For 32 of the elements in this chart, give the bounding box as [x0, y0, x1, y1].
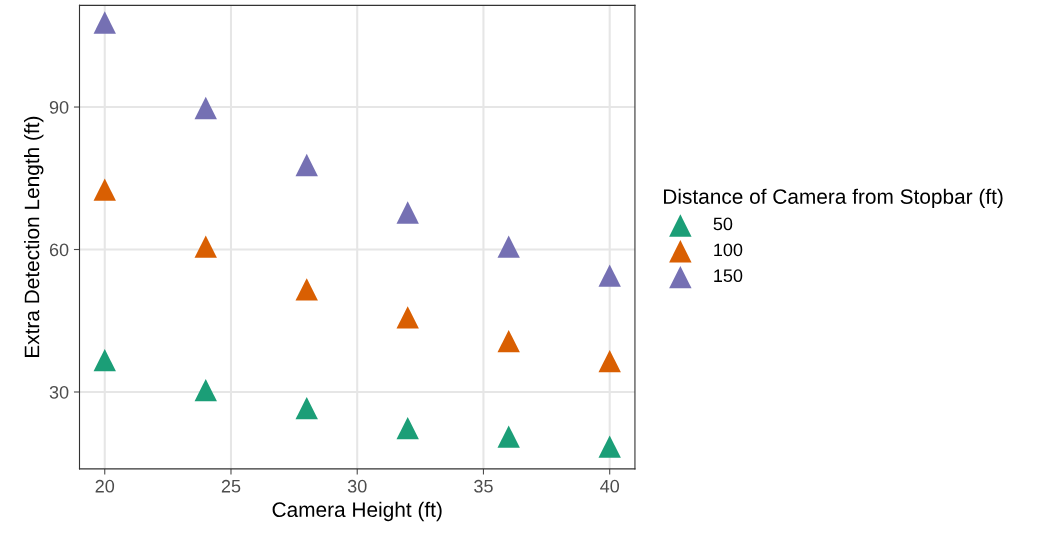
legend-label: 50 — [713, 217, 733, 231]
point — [295, 153, 318, 177]
y-tick-label: 90 — [49, 100, 69, 114]
point — [598, 435, 621, 458]
point — [295, 396, 318, 420]
legend-label: 150 — [714, 269, 743, 283]
point — [497, 235, 520, 258]
y-axis-title: Extra Detection Length (ft) — [24, 116, 44, 358]
x-tick-label: 40 — [600, 479, 620, 493]
point — [194, 235, 217, 258]
point — [295, 278, 318, 301]
y-tick-label: 30 — [49, 385, 69, 399]
legend-title: Distance of Camera from Stopbar (ft) — [664, 188, 1003, 209]
x-tick-label: 20 — [95, 479, 115, 493]
point — [93, 178, 116, 201]
x-tick-label: 35 — [474, 479, 493, 493]
point — [396, 306, 419, 329]
x-axis-title: Camera Height (ft) — [272, 501, 442, 522]
point — [93, 11, 116, 34]
point — [194, 96, 217, 120]
x-tick-label: 30 — [347, 479, 367, 493]
x-tick-label: 25 — [221, 479, 241, 493]
point — [93, 348, 116, 372]
point — [497, 425, 520, 448]
point — [598, 264, 621, 287]
point — [497, 329, 520, 353]
point — [396, 201, 419, 224]
y-tick-label: 60 — [49, 243, 69, 257]
point — [396, 416, 419, 440]
point — [194, 378, 217, 402]
legend-label: 100 — [714, 243, 743, 257]
point — [598, 349, 621, 373]
